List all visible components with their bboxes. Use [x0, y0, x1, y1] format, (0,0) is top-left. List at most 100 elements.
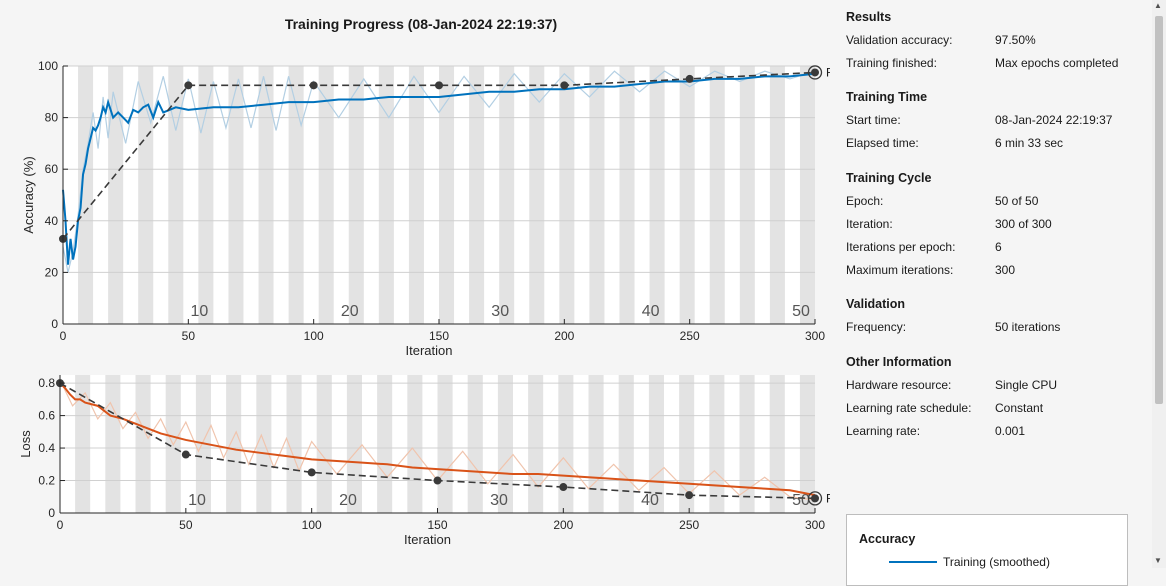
hardware-resource-value: Single CPU — [995, 378, 1058, 392]
epoch-label-20: 20 — [341, 303, 359, 320]
epoch-band — [619, 66, 635, 324]
plot-title: Training Progress (08-Jan-2024 22:19:37) — [284, 16, 558, 32]
epoch-band — [558, 375, 574, 513]
y-tick-label: 60 — [45, 162, 59, 176]
validation-point — [184, 81, 193, 90]
elapsed-time-value: 6 min 33 sec — [995, 136, 1064, 150]
epoch-band — [286, 375, 302, 513]
epoch-band — [709, 66, 725, 324]
epoch-label: Epoch: — [846, 194, 884, 208]
x-axis-label: Iteration — [404, 532, 451, 547]
final-label: Final — [826, 491, 830, 505]
validation-accuracy-label: Validation accuracy: — [846, 33, 953, 47]
epoch-band — [499, 66, 515, 324]
plot-area: Training Progress (08-Jan-2024 22:19:37)… — [18, 16, 830, 547]
y-tick-label: 0 — [51, 317, 58, 331]
x-tick-label: 200 — [553, 518, 573, 532]
start-time-label: Start time: — [846, 113, 901, 127]
epoch-band — [138, 66, 154, 324]
lr-schedule-label: Learning rate schedule: — [846, 401, 972, 415]
legend-training-smoothed-label: Training (smoothed) — [943, 555, 1050, 569]
y-tick-label: 0.8 — [38, 376, 55, 390]
x-axis-label: Iteration — [406, 343, 453, 358]
x-tick-label: 200 — [554, 329, 574, 343]
epoch-band — [377, 375, 393, 513]
epoch-label-50: 50 — [792, 492, 810, 509]
validation-point — [685, 74, 694, 83]
start-time-value: 08-Jan-2024 22:19:37 — [995, 113, 1113, 127]
epoch-band — [346, 375, 362, 513]
epoch-band — [407, 375, 423, 513]
x-tick-label: 300 — [805, 518, 825, 532]
vertical-scrollbar[interactable]: ▲ ▼ — [1152, 0, 1166, 568]
max-iterations-value: 300 — [995, 263, 1016, 277]
lr-schedule-value: Constant — [995, 401, 1044, 415]
validation-heading: Validation — [846, 297, 906, 311]
epoch-band — [739, 66, 755, 324]
validation-point — [559, 483, 568, 492]
x-tick-label: 100 — [304, 329, 324, 343]
epoch-band — [497, 375, 513, 513]
epoch-band — [258, 66, 274, 324]
epoch-band — [679, 66, 695, 324]
epoch-band — [469, 66, 485, 324]
epoch-band — [78, 66, 94, 324]
validation-point — [307, 468, 316, 477]
epoch-band — [769, 66, 785, 324]
epoch-band — [105, 375, 121, 513]
epoch-band — [588, 375, 604, 513]
accuracy-chart: 10 20 30 40 50 Final 0 50 100 150 200 250 300 0 20 40 60… — [21, 59, 830, 358]
y-tick-label: 80 — [45, 111, 59, 125]
epoch-band — [769, 375, 785, 513]
max-iterations-label: Maximum iterations: — [846, 263, 954, 277]
final-label: Final — [826, 65, 830, 79]
training-smoothed-line — [62, 72, 816, 265]
training-finished-value: Max epochs completed — [995, 56, 1119, 70]
x-tick-label: 100 — [302, 518, 322, 532]
epoch-label-50: 50 — [792, 303, 810, 320]
x-tick-label: 0 — [57, 518, 64, 532]
iteration-value: 300 of 300 — [995, 217, 1052, 231]
epoch-band — [226, 375, 242, 513]
validation-point — [181, 450, 190, 459]
training-raw-line — [59, 379, 816, 501]
elapsed-time-label: Elapsed time: — [846, 136, 919, 150]
y-axis-label: Loss — [18, 430, 33, 458]
final-point-ring — [807, 65, 823, 80]
validation-point — [433, 476, 442, 485]
epoch-band — [256, 375, 272, 513]
epoch-band — [135, 375, 151, 513]
x-tick-label: 250 — [680, 329, 700, 343]
epoch-band — [198, 66, 214, 324]
validation-point — [685, 491, 694, 500]
frequency-value: 50 iterations — [995, 320, 1061, 334]
scroll-down-arrow-icon[interactable]: ▼ — [1154, 556, 1162, 565]
epoch-label-10: 10 — [191, 303, 209, 320]
legend-box: Accuracy Training (smoothed) — [846, 514, 1128, 586]
epoch-band — [529, 66, 545, 324]
scroll-up-arrow-icon[interactable]: ▲ — [1154, 1, 1162, 10]
epoch-label-10: 10 — [188, 492, 206, 509]
learning-rate-label: Learning rate: — [846, 424, 921, 438]
validation-point — [435, 81, 443, 90]
epoch-band — [799, 66, 815, 324]
frequency-label: Frequency: — [846, 320, 907, 334]
training-time-heading: Training Time — [846, 90, 928, 104]
epoch-label-30: 30 — [490, 492, 508, 509]
x-tick-label: 0 — [60, 329, 67, 343]
hardware-resource-label: Hardware resource: — [846, 378, 952, 392]
epoch-value: 50 of 50 — [995, 194, 1039, 208]
y-tick-label: 0.4 — [38, 441, 55, 455]
x-tick-label: 150 — [427, 518, 447, 532]
epoch-band — [467, 375, 483, 513]
validation-accuracy-value: 97.50% — [995, 33, 1036, 47]
epoch-band — [228, 66, 244, 324]
final-point-ring — [807, 491, 823, 506]
validation-point — [560, 81, 569, 90]
epoch-label-40: 40 — [642, 303, 660, 320]
iteration-label: Iteration: — [846, 217, 893, 231]
scroll-thumb[interactable] — [1155, 16, 1163, 404]
epoch-band — [589, 66, 605, 324]
epoch-band — [108, 66, 124, 324]
epoch-band — [739, 375, 755, 513]
